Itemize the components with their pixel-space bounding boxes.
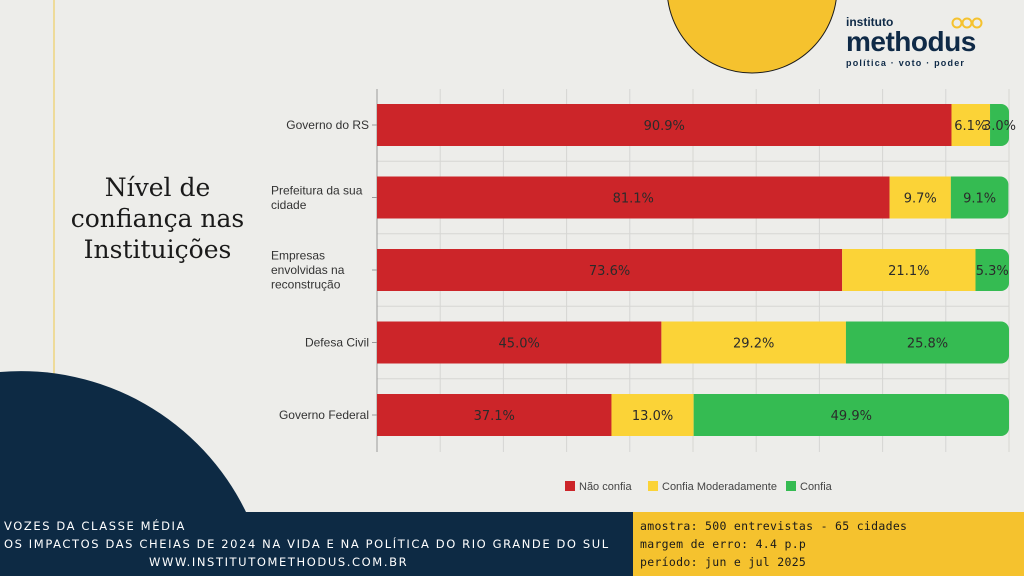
bar-data-label: 45.0% — [499, 337, 540, 352]
bar-data-label: 37.1% — [474, 409, 515, 424]
logo-prefix: instituto — [846, 15, 894, 29]
bar-data-label: 3.0% — [983, 119, 1016, 134]
bar-data-label: 25.8% — [907, 337, 948, 352]
bar-segment — [377, 249, 843, 291]
bar-segment — [377, 321, 662, 364]
title-line-3: Instituições — [83, 235, 232, 264]
logo-tagline: política · voto · poder — [846, 58, 966, 68]
bar-segment — [377, 104, 952, 146]
infinity-rings-icon — [951, 17, 983, 29]
logo-name: methodus — [846, 26, 976, 57]
bar-segment — [975, 249, 1009, 291]
footer-periodo: período: jun e jul 2025 — [640, 555, 807, 569]
legend-label: Não confia — [579, 481, 632, 493]
bar-data-label: 5.3% — [976, 264, 1009, 279]
bar-data-label: 21.1% — [888, 264, 929, 279]
category-label: Empresas envolvidas na reconstrução — [271, 249, 345, 292]
stacked-bar-chart: Governo do RS 90.9% 6.1%3.0% Prefeitura da … — [271, 89, 1016, 493]
legend-swatch — [648, 481, 658, 491]
footer-website: WWW.INSTITUTOMETHODUS.COM.BR — [149, 555, 409, 569]
bar-segment — [950, 176, 1009, 219]
legend-label: Confia Moderadamente — [662, 481, 777, 493]
footer-line-1: VOZES DA CLASSE MÉDIA — [4, 519, 186, 533]
bar-data-label: 9.1% — [963, 192, 996, 207]
bar-segment — [951, 104, 991, 146]
footer-line-2: OS IMPACTOS DAS CHEIAS DE 2024 NA VIDA E… — [4, 537, 610, 551]
footer-amostra: amostra: 500 entrevistas - 65 cidades — [640, 519, 908, 533]
footer-margem: margem de erro: 4.4 p.p — [640, 537, 807, 551]
bar-data-label: 90.9% — [644, 119, 685, 134]
navy-circle-decoration — [0, 371, 246, 512]
bar-segment — [611, 394, 694, 436]
footer-methodology: amostra: 500 entrevistas - 65 cidades ma… — [640, 517, 907, 571]
bar-segment — [889, 176, 951, 219]
bar-segment — [693, 394, 1009, 436]
methodus-logo: instituto methodus política · voto · pod… — [846, 16, 1006, 68]
bar-data-label: 6.1% — [954, 119, 987, 134]
bar-data-label: 49.9% — [831, 409, 872, 424]
bar-segment — [990, 104, 1009, 146]
bar-data-label: 13.0% — [632, 409, 673, 424]
chart-title: Nível de confiança nas Instituições — [55, 172, 260, 265]
footer-right-band — [633, 512, 1024, 576]
category-label: Defesa Civil — [305, 336, 369, 350]
bar-segment — [377, 176, 890, 219]
legend-swatch — [786, 481, 796, 491]
category-label: Prefeitura da sua cidade — [271, 183, 363, 212]
title-line-2: confiança nas — [70, 204, 245, 233]
legend-swatch — [565, 481, 575, 491]
bar-data-label: 9.7% — [904, 192, 937, 207]
bar-data-label: 81.1% — [613, 192, 654, 207]
footer-left-band — [0, 512, 633, 576]
bar-segment — [842, 249, 976, 291]
category-label: Governo Federal — [279, 408, 369, 422]
bar-data-label: 73.6% — [589, 264, 630, 279]
bar-segment — [845, 321, 1009, 364]
footer-left-text: VOZES DA CLASSE MÉDIA OS IMPACTOS DAS CH… — [4, 517, 610, 571]
legend-label: Confia — [800, 481, 833, 493]
bar-segment — [661, 321, 846, 364]
category-label: Governo do RS — [286, 118, 369, 132]
title-line-1: Nível de — [104, 173, 211, 202]
bar-segment — [377, 394, 612, 436]
yellow-circle-decoration — [667, 0, 837, 74]
bar-data-label: 29.2% — [733, 337, 774, 352]
